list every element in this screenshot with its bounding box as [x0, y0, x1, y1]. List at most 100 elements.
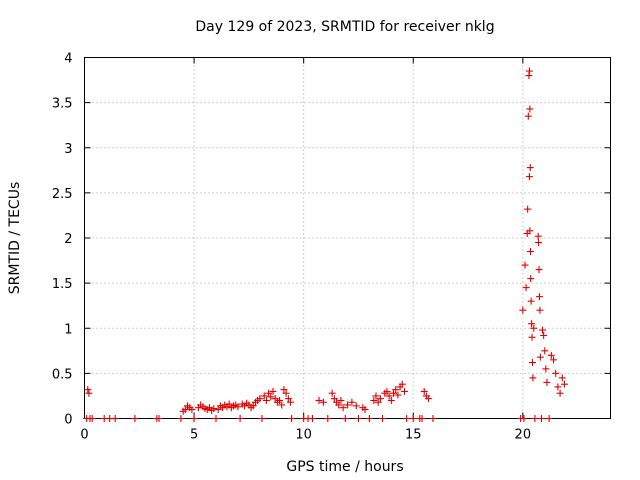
data-point	[236, 415, 244, 422]
data-point	[528, 333, 536, 341]
data-point	[543, 378, 551, 386]
data-point	[271, 395, 279, 403]
data-point	[190, 415, 198, 422]
data-point	[537, 415, 545, 422]
data-point	[429, 415, 437, 422]
data-point	[365, 415, 373, 422]
data-point	[188, 405, 196, 413]
data-point	[525, 67, 533, 75]
data-point	[383, 387, 391, 395]
y-tick-label: 3.5	[52, 97, 73, 112]
data-point	[528, 359, 536, 367]
data-point	[531, 415, 539, 422]
data-point	[324, 415, 332, 422]
data-point	[344, 401, 351, 409]
data-point	[534, 232, 542, 240]
data-point	[420, 387, 428, 395]
data-point	[526, 164, 534, 172]
data-point	[550, 356, 558, 364]
data-point	[335, 401, 343, 409]
data-points	[83, 67, 568, 422]
data-point	[535, 293, 543, 301]
data-point	[181, 405, 189, 413]
data-point	[520, 415, 528, 422]
data-point	[526, 227, 534, 235]
data-point	[214, 405, 222, 413]
data-point	[276, 396, 284, 404]
data-point	[547, 351, 555, 359]
data-point	[341, 415, 349, 422]
data-point	[558, 374, 566, 382]
data-point	[370, 396, 378, 404]
axis-ticks: 0 5 10 15 20 0 0.5 1 1.5 2 2.5 3 3.5 4	[52, 52, 611, 443]
x-tick-label: 20	[515, 428, 532, 443]
data-point	[524, 112, 532, 120]
data-point	[315, 396, 323, 404]
data-point	[339, 404, 347, 412]
data-point	[225, 400, 233, 408]
y-tick-label: 0.5	[52, 367, 73, 382]
data-point	[328, 389, 336, 397]
data-point	[376, 395, 384, 403]
data-point	[392, 386, 400, 394]
data-point	[554, 383, 562, 391]
data-point	[361, 405, 369, 413]
data-point	[354, 415, 362, 422]
data-point	[155, 415, 163, 422]
data-point	[288, 415, 296, 422]
data-point	[284, 395, 292, 403]
data-point	[131, 415, 139, 422]
data-point	[527, 275, 535, 283]
data-point	[260, 392, 268, 400]
data-point	[530, 324, 538, 332]
data-point	[379, 415, 387, 422]
data-point	[258, 415, 266, 422]
data-point	[262, 396, 270, 404]
y-tick-label: 1	[64, 322, 72, 337]
data-point	[394, 391, 402, 399]
data-point	[542, 365, 550, 373]
data-point	[535, 239, 543, 247]
y-tick-label: 2	[64, 232, 72, 247]
x-tick-label: 5	[190, 428, 198, 443]
data-point	[249, 402, 257, 410]
data-point	[541, 347, 549, 355]
data-point	[287, 398, 295, 406]
data-point	[319, 398, 327, 406]
data-point	[528, 320, 536, 328]
data-point	[269, 387, 277, 395]
data-point	[282, 389, 290, 397]
x-tick-label: 0	[80, 428, 88, 443]
data-point	[527, 297, 535, 305]
chart-title: Day 129 of 2023, SRMTID for receiver nkl…	[195, 19, 494, 35]
data-point	[390, 389, 398, 397]
data-point	[556, 389, 564, 397]
data-point	[418, 415, 426, 422]
data-point	[267, 393, 275, 401]
x-axis-label: GPS time / hours	[286, 459, 403, 475]
y-axis-label: SRMTID / TECUs	[7, 182, 23, 295]
data-point	[177, 415, 185, 422]
data-point	[84, 386, 92, 394]
data-point	[372, 392, 380, 400]
data-point	[212, 415, 220, 422]
data-point	[552, 369, 560, 377]
y-tick-label: 1.5	[52, 277, 73, 292]
data-point	[374, 398, 382, 406]
data-point	[111, 415, 119, 422]
data-point	[535, 266, 543, 274]
data-point	[330, 395, 338, 403]
data-point	[308, 415, 316, 422]
data-point	[425, 395, 433, 403]
data-point	[539, 326, 547, 334]
data-point	[527, 248, 535, 256]
data-point	[545, 415, 553, 422]
data-point	[400, 387, 408, 395]
data-point	[526, 105, 534, 113]
data-point	[348, 398, 356, 406]
x-tick-label: 15	[405, 428, 422, 443]
data-point	[540, 331, 548, 339]
data-point	[403, 415, 411, 422]
